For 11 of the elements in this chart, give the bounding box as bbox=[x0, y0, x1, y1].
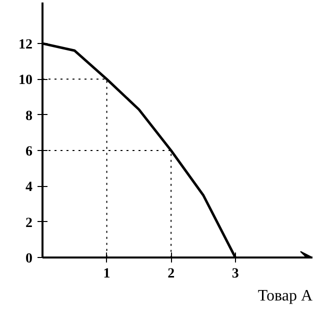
x-tick-label: 2 bbox=[168, 266, 175, 282]
y-tick-label: 4 bbox=[26, 180, 32, 196]
x-tick-label: 1 bbox=[103, 266, 110, 282]
y-tick-label: 2 bbox=[26, 216, 32, 231]
y-tick-label: 10 bbox=[18, 73, 32, 88]
y-tick-label: 6 bbox=[26, 144, 32, 160]
x-tick-label: 3 bbox=[232, 266, 239, 282]
y-tick-label: 0 bbox=[26, 252, 32, 266]
y-tick-label: 12 bbox=[18, 38, 32, 53]
y-tick-label: 8 bbox=[26, 108, 32, 124]
x-axis-title: Товар A bbox=[258, 288, 313, 304]
